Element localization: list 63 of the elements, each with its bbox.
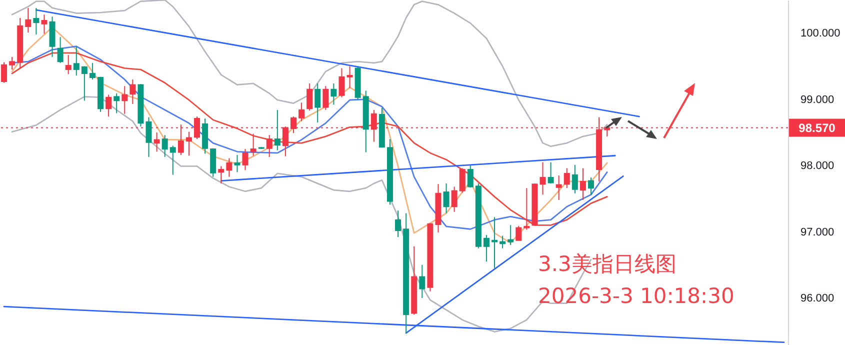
candlestick	[57, 36, 64, 64]
candlestick	[25, 7, 32, 33]
annotation: 2026-3-3 10:18:30	[538, 283, 734, 310]
candlestick	[73, 46, 80, 76]
candlestick	[314, 82, 321, 124]
candlestick	[250, 133, 256, 156]
candlestick	[146, 116, 152, 158]
candlestick	[330, 82, 337, 106]
candlestick	[274, 109, 280, 151]
candlestick	[540, 162, 546, 196]
y-tick-label: 98.000	[800, 160, 834, 172]
candlestick	[508, 224, 514, 246]
candlestick	[234, 154, 240, 173]
candlestick	[588, 176, 594, 196]
candlestick	[459, 168, 466, 194]
candlestick	[548, 162, 554, 184]
candlestick	[419, 264, 426, 298]
candlestick	[170, 145, 176, 176]
candlestick	[130, 78, 136, 104]
annotation: 3.3美指日线图	[538, 251, 678, 278]
candlestick	[492, 216, 498, 269]
line-series	[11, 26, 608, 244]
candlestick	[65, 54, 72, 75]
candlestick	[500, 235, 506, 249]
candlestick	[483, 234, 490, 262]
candlestick	[33, 7, 40, 35]
candlestick	[186, 131, 192, 156]
candlestick	[266, 134, 272, 158]
candlestick	[306, 82, 313, 112]
candlestick	[162, 134, 168, 158]
y-tick-label: 100.000	[800, 28, 840, 40]
candlestick	[322, 86, 329, 110]
candlestick	[106, 94, 112, 118]
candlestick	[564, 168, 570, 189]
candlestick	[218, 166, 224, 184]
candlestick	[580, 168, 586, 200]
candlestick	[524, 188, 530, 230]
line-series	[11, 0, 608, 148]
candlestick	[443, 182, 450, 214]
candlestick	[298, 102, 305, 122]
candlestick	[41, 14, 48, 34]
candlestick	[346, 66, 353, 89]
candlestick	[242, 148, 248, 171]
y-tick-label: 97.000	[800, 226, 834, 238]
y-tick-label: 96.000	[800, 292, 834, 304]
candlestick	[81, 66, 88, 102]
candlestick	[1, 62, 8, 84]
candlestick	[154, 132, 160, 152]
candlestick	[226, 158, 232, 178]
candlestick	[467, 165, 474, 188]
candlestick	[516, 225, 522, 241]
candlestick	[210, 148, 216, 178]
candlestick	[9, 56, 16, 70]
y-tick-label: 99.000	[800, 94, 834, 106]
candlestick	[114, 92, 120, 114]
candlestick	[89, 62, 96, 80]
candlestick	[451, 186, 458, 212]
candlestick	[395, 210, 402, 238]
candlestick	[122, 86, 128, 114]
candlestick	[572, 164, 578, 194]
ref-line-label: 98.570	[798, 120, 836, 135]
candlestick	[556, 174, 562, 200]
candlestick	[338, 68, 345, 98]
